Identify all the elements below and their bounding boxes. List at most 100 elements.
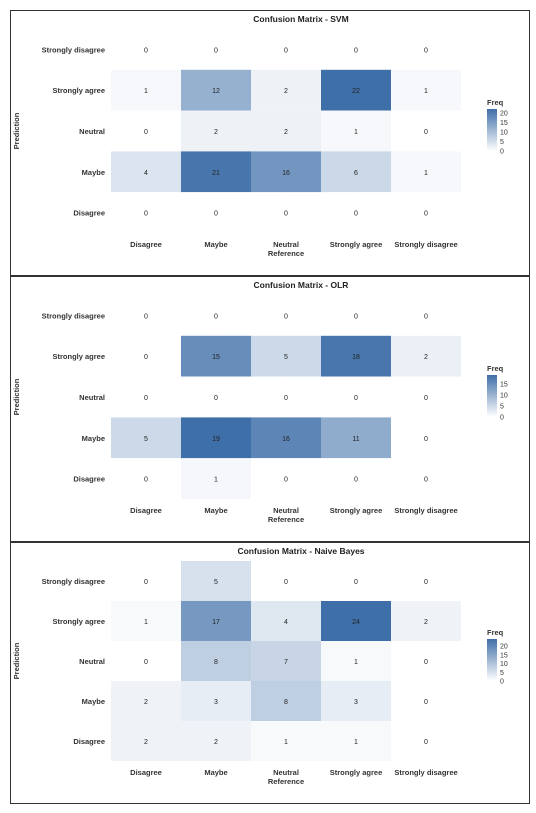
y-tick-neutral: Neutral	[79, 657, 105, 666]
heatmap-cell	[251, 721, 321, 761]
x-axis-label: Reference	[268, 515, 304, 524]
heatmap-cell	[251, 681, 321, 721]
cell-value-label: 0	[214, 211, 218, 218]
cell-value-label: 2	[284, 88, 288, 95]
heatmap-cell	[111, 192, 181, 233]
cell-value-label: 2	[144, 699, 148, 706]
heatmap-cell	[391, 561, 461, 601]
cell-value-label: 0	[284, 313, 288, 320]
cell-value-label: 0	[354, 579, 358, 586]
cell-value-label: 5	[284, 354, 288, 361]
x-tick-disagree: Disagree	[130, 506, 162, 515]
cell-value-label: 0	[424, 129, 428, 136]
cell-value-label: 1	[354, 659, 358, 666]
heatmap-cell	[251, 29, 321, 70]
cell-value-label: 6	[354, 170, 358, 177]
cell-value-label: 17	[212, 619, 220, 626]
x-tick-strongly-agree: Strongly agree	[330, 768, 383, 777]
cell-value-label: 4	[284, 619, 288, 626]
cell-value-label: 7	[284, 659, 288, 666]
chart-title: Confusion Matrix - OLR	[254, 280, 349, 290]
x-tick-strongly-agree: Strongly agree	[330, 240, 383, 249]
cell-value-label: 1	[424, 88, 428, 95]
y-tick-strongly-disagree: Strongly disagree	[42, 311, 105, 320]
y-tick-strongly-agree: Strongly agree	[52, 352, 105, 361]
heatmap-cell	[321, 458, 391, 499]
cell-value-label: 0	[354, 47, 358, 54]
heatmap-cell	[391, 69, 461, 111]
heatmap-cell	[111, 561, 181, 601]
heatmap-cell	[251, 110, 321, 152]
cell-value-label: 18	[352, 354, 360, 361]
heatmap-cell	[181, 110, 251, 152]
heatmap-cell	[251, 151, 321, 193]
legend-tick: 0	[500, 415, 504, 422]
x-tick-strongly-agree: Strongly agree	[330, 506, 383, 515]
cell-value-label: 0	[144, 659, 148, 666]
y-axis-label: Prediction	[12, 642, 21, 679]
cell-value-label: 0	[284, 211, 288, 218]
y-tick-disagree: Disagree	[73, 475, 105, 484]
cell-value-label: 0	[214, 47, 218, 54]
heatmap-cell	[251, 295, 321, 336]
heatmap-cell	[111, 641, 181, 681]
cell-value-label: 0	[424, 47, 428, 54]
cell-value-label: 0	[214, 313, 218, 320]
legend-title: Freq	[487, 364, 504, 373]
heatmap-cell	[181, 458, 251, 499]
legend-tick: 10	[500, 392, 508, 399]
olr-confusion-matrix: Confusion Matrix - OLR 0 0 0 0 0 0 15 5 18 2 0 0 0 0 0 5…	[10, 276, 530, 542]
cell-value-label: 0	[144, 579, 148, 586]
x-tick-neutral: Neutral	[273, 240, 299, 249]
cell-value-label: 1	[424, 170, 428, 177]
heatmap-cell	[111, 458, 181, 499]
cell-value-label: 3	[214, 699, 218, 706]
heatmap-cell	[251, 192, 321, 233]
cell-value-label: 0	[144, 313, 148, 320]
x-tick-maybe: Maybe	[204, 240, 227, 249]
y-tick-strongly-agree: Strongly agree	[52, 617, 105, 626]
cell-value-label: 19	[212, 436, 220, 443]
heatmap-cell	[181, 69, 251, 111]
y-tick-disagree: Disagree	[73, 737, 105, 746]
cell-value-label: 0	[144, 395, 148, 402]
heatmap-cell	[251, 561, 321, 601]
heatmap-cell	[391, 417, 461, 459]
legend-tick: 20	[500, 110, 508, 117]
cell-value-label: 8	[214, 659, 218, 666]
heatmap-cell	[251, 335, 321, 377]
cell-value-label: 2	[144, 739, 148, 746]
heatmap-cell	[251, 641, 321, 681]
heatmap-cell	[391, 458, 461, 499]
cell-value-label: 2	[424, 619, 428, 626]
heatmap-cell	[391, 641, 461, 681]
y-tick-maybe: Maybe	[82, 168, 105, 177]
legend-tick: 5	[500, 139, 504, 146]
cell-value-label: 4	[144, 170, 148, 177]
heatmap-cell	[111, 681, 181, 721]
heatmap-cell	[391, 295, 461, 336]
heatmap-cell	[391, 192, 461, 233]
cell-value-label: 16	[282, 436, 290, 443]
heatmap-cell	[251, 376, 321, 418]
heatmap-cell	[111, 151, 181, 193]
heatmap-cell	[391, 29, 461, 70]
x-tick-strongly-disagree: Strongly disagree	[394, 768, 457, 777]
heatmap-cell	[251, 458, 321, 499]
heatmap-cell	[251, 417, 321, 459]
heatmap-cell	[321, 601, 391, 641]
y-axis-label: Prediction	[12, 378, 21, 415]
legend-colorbar	[487, 375, 497, 417]
legend-tick: 5	[500, 670, 504, 677]
heatmap-cell	[321, 376, 391, 418]
cell-value-label: 24	[352, 619, 360, 626]
heatmap-cell	[321, 69, 391, 111]
x-tick-disagree: Disagree	[130, 240, 162, 249]
legend-tick: 5	[500, 403, 504, 410]
heatmap-cell	[111, 601, 181, 641]
y-tick-neutral: Neutral	[79, 393, 105, 402]
cell-value-label: 0	[424, 659, 428, 666]
heatmap-cell	[111, 721, 181, 761]
heatmap-cell	[181, 335, 251, 377]
cell-value-label: 0	[424, 739, 428, 746]
